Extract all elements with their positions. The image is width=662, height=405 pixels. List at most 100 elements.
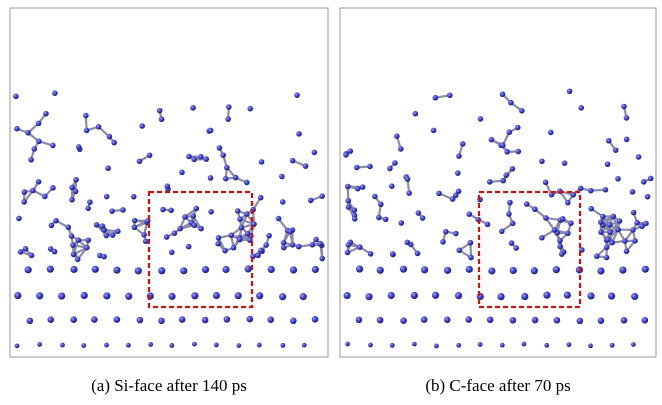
- atom: [177, 225, 183, 232]
- atom: [399, 265, 408, 273]
- atom: [28, 252, 35, 259]
- atom: [467, 239, 474, 246]
- atom: [36, 292, 44, 300]
- atom: [623, 115, 630, 121]
- atom: [289, 157, 296, 164]
- atom: [506, 129, 513, 136]
- atom: [85, 205, 91, 212]
- atom: [498, 228, 505, 235]
- atom: [387, 291, 395, 300]
- atom: [345, 241, 352, 248]
- atom: [246, 315, 254, 323]
- atom: [85, 237, 92, 243]
- atom: [499, 91, 506, 98]
- atom: [344, 183, 351, 190]
- atom: [203, 156, 210, 162]
- atom: [367, 251, 374, 257]
- atom: [307, 197, 314, 204]
- atom: [557, 237, 563, 244]
- atom: [514, 124, 521, 131]
- atom: [65, 224, 72, 231]
- atom: [561, 160, 568, 166]
- atom: [198, 153, 204, 160]
- atom: [347, 148, 354, 154]
- atom: [146, 152, 153, 159]
- atom: [36, 138, 42, 145]
- atom: [504, 149, 511, 155]
- atom: [223, 316, 231, 323]
- atom: [372, 193, 378, 200]
- atom: [256, 292, 264, 300]
- atom: [477, 116, 484, 122]
- atom: [120, 207, 126, 213]
- atom: [191, 156, 197, 163]
- atom: [91, 316, 98, 323]
- atom: [345, 204, 352, 210]
- atom: [75, 144, 82, 150]
- atom: [201, 265, 210, 274]
- atom: [420, 316, 428, 323]
- atom: [275, 215, 282, 222]
- atom: [290, 317, 297, 325]
- atom: [311, 316, 319, 323]
- atom: [476, 292, 484, 301]
- atom: [623, 136, 630, 143]
- atom: [351, 207, 358, 213]
- atom: [343, 152, 349, 158]
- atom: [115, 228, 121, 235]
- atom: [70, 242, 76, 248]
- atom: [287, 228, 294, 235]
- atom: [191, 222, 198, 229]
- atom: [389, 251, 396, 257]
- atom: [215, 235, 222, 241]
- atom: [515, 148, 522, 155]
- atom: [48, 222, 55, 229]
- atom: [51, 248, 58, 255]
- atom: [606, 222, 613, 228]
- atom: [191, 341, 197, 347]
- atom: [530, 267, 538, 275]
- atom: [212, 291, 221, 300]
- atom: [630, 227, 636, 233]
- atom: [236, 343, 242, 349]
- atom: [387, 165, 393, 172]
- atom: [58, 292, 66, 300]
- atom: [17, 249, 24, 255]
- atom: [612, 147, 619, 153]
- atom: [136, 158, 143, 165]
- atom: [301, 342, 307, 348]
- atom: [615, 226, 621, 233]
- atom: [125, 292, 133, 300]
- atom: [506, 211, 512, 217]
- atom: [309, 241, 316, 248]
- atom: [398, 220, 405, 226]
- atom: [486, 316, 494, 324]
- atom: [222, 265, 230, 274]
- atom: [603, 244, 610, 251]
- atom: [60, 342, 65, 348]
- atom: [319, 193, 325, 199]
- atom: [468, 254, 474, 261]
- atom: [602, 186, 609, 193]
- atom: [412, 110, 419, 117]
- atom: [244, 211, 250, 217]
- atom: [74, 256, 81, 263]
- atom: [394, 133, 400, 139]
- atom: [521, 292, 529, 301]
- atom: [70, 251, 77, 258]
- atom: [158, 267, 166, 275]
- atom: [643, 220, 649, 227]
- atom: [543, 291, 551, 299]
- atom: [220, 152, 227, 158]
- atom: [267, 316, 275, 323]
- atom: [635, 154, 642, 160]
- atom: [436, 190, 442, 197]
- atom: [564, 199, 571, 206]
- atom: [207, 127, 214, 134]
- atom: [193, 205, 200, 212]
- highlight-box: [477, 190, 582, 309]
- atom: [13, 93, 19, 100]
- atom: [563, 291, 571, 299]
- atom: [232, 174, 239, 181]
- atom: [455, 188, 462, 195]
